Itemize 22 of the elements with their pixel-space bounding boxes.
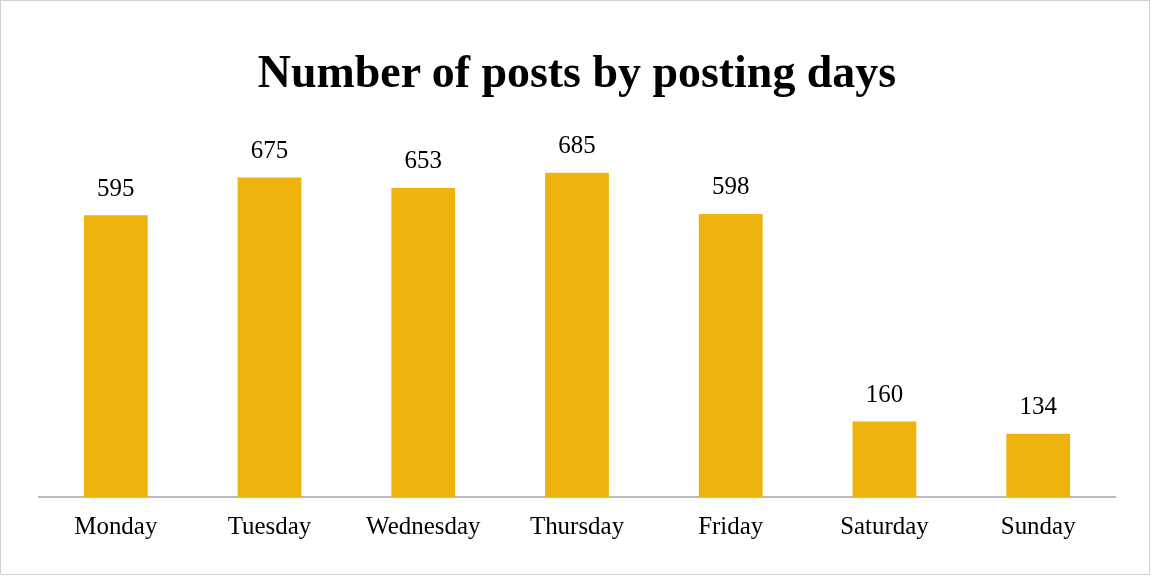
x-tick-label: Thursday [529, 511, 625, 539]
chart-title: Number of posts by posting days [257, 46, 897, 98]
bar [698, 213, 763, 498]
x-tick-label: Friday [698, 511, 764, 539]
bar [852, 421, 917, 498]
x-tick-label: Monday [74, 511, 158, 539]
x-tick-label: Wednesday [366, 511, 481, 539]
data-label: 134 [1019, 391, 1058, 419]
data-label: 675 [250, 135, 289, 163]
data-label: 598 [712, 172, 750, 200]
bar [545, 172, 609, 498]
bar [391, 187, 456, 498]
bar [83, 215, 148, 498]
data-label: 595 [97, 173, 135, 201]
data-label: 685 [558, 130, 596, 158]
x-tick-label: Sunday [1000, 511, 1077, 539]
data-label: 160 [865, 379, 904, 407]
x-tick-label: Saturday [840, 511, 930, 539]
x-tick-label: Tuesday [227, 511, 312, 539]
bar [237, 177, 302, 498]
data-label: 653 [404, 146, 442, 174]
bar [1006, 433, 1071, 498]
